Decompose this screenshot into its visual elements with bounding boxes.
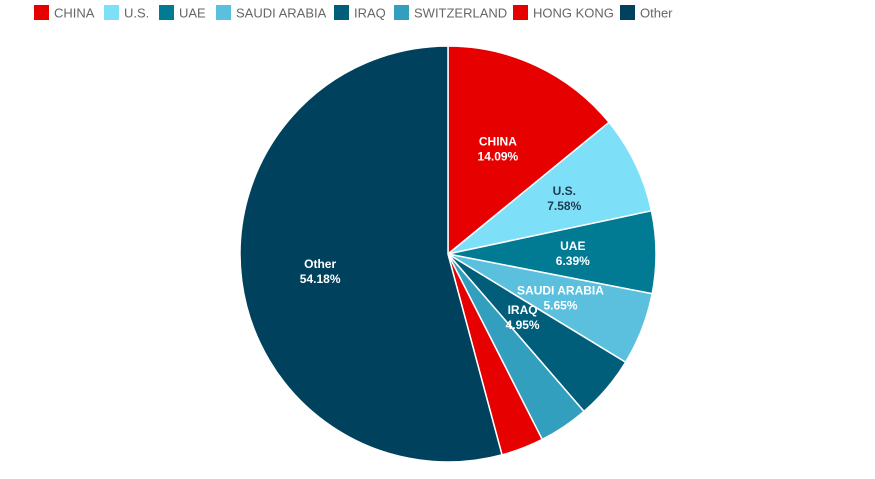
slice-label-name: SAUDI ARABIA: [517, 284, 604, 298]
legend-label-saudi-arabia: SAUDI ARABIA: [236, 6, 327, 21]
legend-label-switzerland: SWITZERLAND: [414, 6, 507, 21]
slice-label-name: U.S.: [553, 184, 576, 198]
pie-slice-other: [239, 45, 503, 463]
legend-swatch-china: [34, 5, 49, 20]
slice-label-value: 4.95%: [506, 318, 540, 332]
legend-swatch-other: [620, 5, 635, 20]
slice-label-value: 5.65%: [543, 299, 577, 313]
slice-label-name: UAE: [560, 239, 585, 253]
chart-legend: CHINA U.S. UAE SAUDI ARABIA IRAQ SWITZERLAND H…: [34, 5, 673, 21]
legend-label-china: CHINA: [54, 6, 95, 21]
legend-label-u-s: U.S.: [124, 6, 149, 21]
slice-label-value: 7.58%: [547, 199, 581, 213]
legend-label-iraq: IRAQ: [354, 6, 386, 21]
legend-swatch-iraq: [334, 5, 349, 20]
slice-label-value: 14.09%: [478, 150, 519, 164]
legend-label-uae: UAE: [179, 6, 206, 21]
slice-label-name: IRAQ: [508, 303, 538, 317]
legend-swatch-saudi-arabia: [216, 5, 231, 20]
pie-slices: [239, 45, 657, 463]
legend-swatch-switzerland: [394, 5, 409, 20]
slice-label-name: Other: [304, 257, 336, 271]
legend-swatch-hong-kong: [513, 5, 528, 20]
slice-label-value: 54.18%: [300, 272, 341, 286]
slice-label-name: CHINA: [479, 135, 517, 149]
slice-label-value: 6.39%: [556, 254, 590, 268]
pie-slice-china: [447, 45, 610, 255]
legend-swatch-uae: [159, 5, 174, 20]
legend-swatch-u-s: [104, 5, 119, 20]
slice-label-u-s: U.S.7.58%: [547, 184, 581, 213]
legend-label-hong-kong: HONG KONG: [533, 6, 614, 21]
legend-label-other: Other: [640, 6, 673, 21]
